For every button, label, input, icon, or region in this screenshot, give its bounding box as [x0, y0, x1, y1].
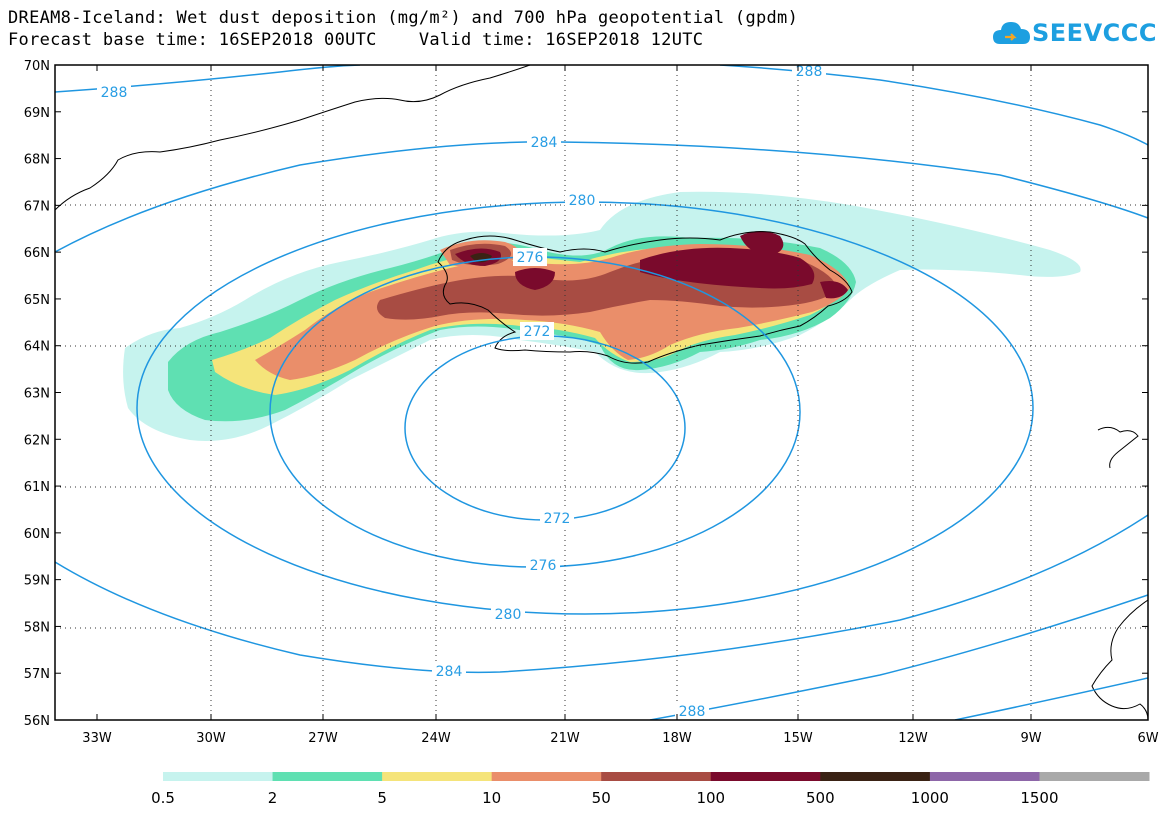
legend-label: 5 — [377, 789, 387, 807]
contour-label-bg — [540, 509, 574, 527]
lon-tick-label: 27W — [308, 731, 338, 746]
legend-swatch — [163, 772, 274, 781]
lat-tick-label: 69N — [24, 106, 50, 121]
legend-swatch — [601, 772, 712, 781]
contour-label-bg — [792, 65, 826, 80]
contour-labels: 288 288 284 280 276 272 272 276 280 284 288 — [97, 64, 826, 720]
legend-label: 2 — [268, 789, 278, 807]
legend-label: 1500 — [1020, 789, 1058, 807]
legend-swatch — [491, 772, 602, 781]
legend-swatch — [382, 772, 493, 781]
lat-tick-label: 62N — [24, 433, 50, 448]
lat-tick-label: 63N — [24, 387, 50, 402]
contour-label: 280 — [495, 607, 522, 623]
chart-subtitle: Forecast base time: 16SEP2018 00UTC Vali… — [8, 30, 704, 50]
lat-tick-label: 65N — [24, 293, 50, 308]
tick-marks — [55, 64, 1149, 721]
graticule — [55, 65, 1148, 720]
legend-label: 10 — [482, 789, 501, 807]
contour-label-bg — [432, 662, 466, 680]
contour-label: 276 — [517, 250, 544, 266]
contour-label-bg — [527, 133, 561, 151]
contour-label-bg — [520, 322, 554, 340]
lat-tick-label: 64N — [24, 340, 50, 355]
contour-284-south — [55, 514, 1148, 674]
faroe-coastline — [1097, 426, 1139, 469]
seevccc-logo: SEEVCCC — [992, 18, 1157, 48]
dust-deposition-layer — [123, 191, 1081, 441]
lon-tick-label: 21W — [550, 731, 580, 746]
contour-label: 288 — [679, 704, 706, 720]
legend-label: 100 — [696, 789, 725, 807]
contour-label-bg — [97, 83, 131, 101]
lon-tick-label: 9W — [1020, 731, 1041, 746]
legend-label: 500 — [806, 789, 835, 807]
lat-tick-label: 57N — [24, 667, 50, 682]
contour-288-south — [649, 594, 1148, 720]
chart-title: DREAM8-Iceland: Wet dust deposition (mg/… — [8, 8, 799, 28]
lon-tick-label: 12W — [898, 731, 928, 746]
lon-tick-label: 30W — [196, 731, 226, 746]
contour-label: 288 — [796, 64, 823, 80]
lat-tick-label: 59N — [24, 574, 50, 589]
map-layers: 288 288 284 280 276 272 272 276 280 284 288 — [55, 64, 1148, 720]
lat-tick-label: 70N — [24, 59, 50, 74]
greenland-coastline — [55, 65, 531, 211]
legend-label: 1000 — [911, 789, 949, 807]
lat-tick-label: 68N — [24, 153, 50, 168]
latitude-labels: 70N 69N 68N 67N 66N 65N 64N 63N 62N 61N 60N 59N 58N 5… — [24, 59, 50, 729]
legend-swatch — [820, 772, 931, 781]
contour-label-bg — [565, 191, 599, 209]
legend-swatch — [929, 772, 1040, 781]
contour-label-bg — [513, 248, 547, 266]
contour-label: 284 — [436, 664, 463, 680]
contour-label-bg — [491, 605, 525, 623]
legend-swatch — [1039, 772, 1150, 781]
longitude-labels: 33W 30W 27W 24W 21W 18W 15W 12W 9W 6W — [82, 731, 1158, 746]
lat-tick-label: 58N — [24, 620, 50, 635]
lat-tick-label: 61N — [24, 480, 50, 495]
contour-label: 288 — [101, 85, 128, 101]
legend-label: 0.5 — [151, 789, 175, 807]
contour-label: 272 — [544, 511, 571, 527]
lon-tick-label: 33W — [82, 731, 112, 746]
contour-288-se — [954, 677, 1148, 720]
color-legend: 0.5 2 5 10 50 100 500 1000 1500 — [151, 772, 1150, 807]
contour-label-bg — [675, 702, 709, 720]
scotland-coastline — [1091, 599, 1148, 720]
logo-text: SEEVCCC — [1032, 19, 1157, 47]
dust-band-100 — [455, 231, 848, 299]
cloud-icon — [993, 22, 1030, 44]
legend-swatch — [710, 772, 821, 781]
lat-tick-label: 56N — [24, 714, 50, 729]
lon-tick-label: 24W — [421, 731, 451, 746]
lon-tick-label: 15W — [783, 731, 813, 746]
contour-label-bg — [526, 556, 560, 574]
lon-tick-label: 18W — [662, 731, 692, 746]
coastlines-layer — [55, 65, 1148, 720]
lon-tick-label: 6W — [1137, 731, 1158, 746]
lat-tick-label: 60N — [24, 527, 50, 542]
contour-label: 280 — [569, 193, 596, 209]
lat-tick-label: 66N — [24, 246, 50, 261]
lat-tick-label: 67N — [24, 199, 50, 214]
contour-label: 272 — [524, 324, 551, 340]
contour-label: 276 — [530, 558, 557, 574]
legend-label: 50 — [592, 789, 611, 807]
contour-label: 284 — [531, 135, 558, 151]
legend-swatch — [272, 772, 383, 781]
iceland-coastline — [437, 231, 853, 364]
